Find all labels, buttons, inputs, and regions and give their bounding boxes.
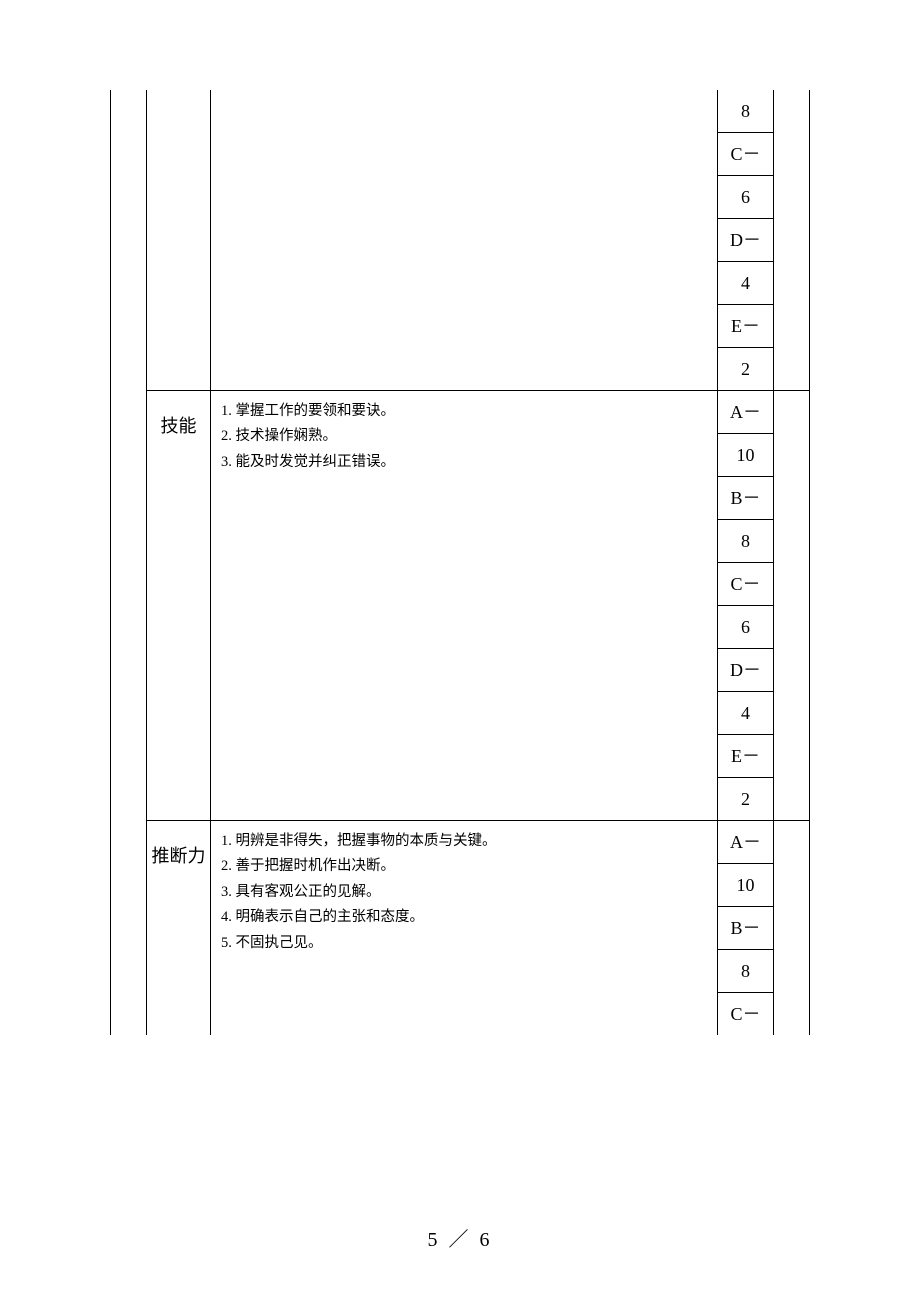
score-cell: 6 <box>718 606 774 649</box>
mark-cell <box>774 821 810 1036</box>
category-cell: 技能 <box>147 391 211 821</box>
criteria-item: 3. 能及时发觉并纠正错误。 <box>221 450 709 475</box>
score-cell: C－ <box>718 133 774 176</box>
criteria-list: 1. 明辨是非得失，把握事物的本质与关键。 2. 善于把握时机作出决断。 3. … <box>221 829 709 956</box>
mark-cell <box>774 391 810 821</box>
page-current: 5 <box>428 1229 441 1251</box>
score-cell: C－ <box>718 563 774 606</box>
criteria-cell <box>211 90 718 391</box>
score-cell: A－ <box>718 821 774 864</box>
criteria-item: 1. 明辨是非得失，把握事物的本质与关键。 <box>221 829 709 854</box>
score-cell: 4 <box>718 262 774 305</box>
criteria-item: 2. 技术操作娴熟。 <box>221 424 709 449</box>
group-column <box>111 90 147 1035</box>
score-cell: 8 <box>718 90 774 133</box>
category-label: 技能 <box>161 416 197 436</box>
criteria-item: 3. 具有客观公正的见解。 <box>221 880 709 905</box>
score-cell: 2 <box>718 778 774 821</box>
score-cell: 10 <box>718 864 774 907</box>
score-cell: D－ <box>718 219 774 262</box>
category-cell <box>147 90 211 391</box>
category-cell: 推断力 <box>147 821 211 1036</box>
score-cell: D－ <box>718 649 774 692</box>
score-cell: E－ <box>718 305 774 348</box>
page-footer: 5 ／ 6 <box>0 1223 920 1252</box>
score-cell: E－ <box>718 735 774 778</box>
page-separator: ／ <box>449 1229 472 1251</box>
criteria-item: 4. 明确表示自己的主张和态度。 <box>221 905 709 930</box>
score-cell: 8 <box>718 520 774 563</box>
score-cell: 6 <box>718 176 774 219</box>
score-cell: 8 <box>718 950 774 993</box>
score-cell: B－ <box>718 907 774 950</box>
score-cell: 10 <box>718 434 774 477</box>
criteria-list: 1. 掌握工作的要领和要诀。 2. 技术操作娴熟。 3. 能及时发觉并纠正错误。 <box>221 399 709 475</box>
score-cell: 2 <box>718 348 774 391</box>
evaluation-table: 8 C－ 6 D－ 4 E－ 2 技能 1. 掌握工作的要领和要诀。 2. 技术… <box>110 90 810 1035</box>
criteria-cell: 1. 掌握工作的要领和要诀。 2. 技术操作娴熟。 3. 能及时发觉并纠正错误。 <box>211 391 718 821</box>
score-cell: B－ <box>718 477 774 520</box>
criteria-item: 2. 善于把握时机作出决断。 <box>221 854 709 879</box>
criteria-cell: 1. 明辨是非得失，把握事物的本质与关键。 2. 善于把握时机作出决断。 3. … <box>211 821 718 1036</box>
page-total: 6 <box>480 1229 493 1251</box>
category-label: 推断力 <box>152 846 206 866</box>
score-cell: 4 <box>718 692 774 735</box>
criteria-item: 1. 掌握工作的要领和要诀。 <box>221 399 709 424</box>
mark-cell <box>774 90 810 391</box>
score-cell: C－ <box>718 993 774 1036</box>
score-cell: A－ <box>718 391 774 434</box>
criteria-item: 5. 不固执己见。 <box>221 931 709 956</box>
